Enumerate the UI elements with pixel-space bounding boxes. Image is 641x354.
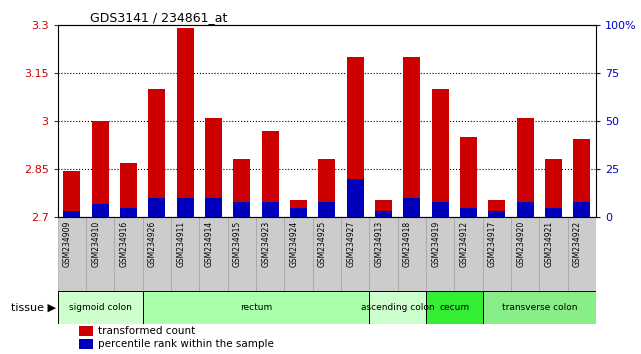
Text: GSM234912: GSM234912 <box>460 221 469 267</box>
Bar <box>319 202 335 217</box>
Text: GSM234911: GSM234911 <box>176 221 185 267</box>
Bar <box>205 198 222 217</box>
Text: GSM234917: GSM234917 <box>488 221 497 267</box>
Bar <box>540 217 568 291</box>
Bar <box>319 160 335 217</box>
Bar <box>545 207 562 217</box>
Text: GSM234922: GSM234922 <box>573 221 582 267</box>
Text: GSM234910: GSM234910 <box>91 221 100 267</box>
Text: rectum: rectum <box>240 303 272 312</box>
Bar <box>233 202 251 217</box>
Bar <box>86 217 114 291</box>
Bar <box>375 211 392 217</box>
Bar <box>454 217 483 291</box>
Bar <box>205 118 222 217</box>
Text: ascending colon: ascending colon <box>361 303 435 312</box>
Text: cecum: cecum <box>439 303 469 312</box>
Bar <box>403 198 420 217</box>
Bar <box>313 217 341 291</box>
Bar <box>488 200 506 217</box>
Bar <box>148 89 165 217</box>
Bar <box>58 291 143 324</box>
Bar <box>285 217 313 291</box>
Text: sigmoid colon: sigmoid colon <box>69 303 131 312</box>
Bar <box>460 207 477 217</box>
Bar <box>517 118 534 217</box>
Bar <box>574 139 590 217</box>
Bar <box>79 339 93 349</box>
Bar <box>58 217 86 291</box>
Text: GSM234916: GSM234916 <box>119 221 129 267</box>
Bar <box>568 217 596 291</box>
Text: percentile rank within the sample: percentile rank within the sample <box>98 339 274 349</box>
Bar <box>79 326 93 336</box>
Bar <box>574 202 590 217</box>
Bar <box>120 163 137 217</box>
Text: GDS3141 / 234861_at: GDS3141 / 234861_at <box>90 11 228 24</box>
Text: GSM234923: GSM234923 <box>262 221 271 267</box>
Text: transverse colon: transverse colon <box>502 303 577 312</box>
Bar <box>460 137 477 217</box>
Text: GSM234914: GSM234914 <box>204 221 213 267</box>
Bar <box>426 291 483 324</box>
Bar <box>403 57 420 217</box>
Bar <box>177 28 194 217</box>
Bar <box>369 217 398 291</box>
Text: GSM234920: GSM234920 <box>516 221 525 267</box>
Bar <box>483 217 511 291</box>
Bar <box>341 217 369 291</box>
Text: GSM234915: GSM234915 <box>233 221 242 267</box>
Bar <box>290 200 307 217</box>
Bar <box>511 217 540 291</box>
Bar <box>63 171 80 217</box>
Bar <box>171 217 199 291</box>
Bar <box>92 121 109 217</box>
Bar <box>488 211 506 217</box>
Bar <box>398 217 426 291</box>
Bar <box>369 291 426 324</box>
Text: GSM234921: GSM234921 <box>545 221 554 267</box>
Bar <box>262 202 279 217</box>
Text: tissue ▶: tissue ▶ <box>12 303 56 313</box>
Bar <box>120 207 137 217</box>
Bar <box>432 202 449 217</box>
Bar <box>347 57 363 217</box>
Bar <box>256 217 285 291</box>
Bar <box>228 217 256 291</box>
Text: GSM234918: GSM234918 <box>403 221 412 267</box>
Bar <box>375 200 392 217</box>
Text: GSM234926: GSM234926 <box>148 221 157 267</box>
Bar <box>92 204 109 217</box>
Bar <box>143 291 369 324</box>
Bar <box>177 198 194 217</box>
Bar <box>148 198 165 217</box>
Bar <box>426 217 454 291</box>
Text: GSM234927: GSM234927 <box>346 221 355 267</box>
Bar <box>199 217 228 291</box>
Text: GSM234925: GSM234925 <box>318 221 327 267</box>
Bar <box>483 291 596 324</box>
Bar <box>290 207 307 217</box>
Bar <box>143 217 171 291</box>
Bar <box>517 202 534 217</box>
Text: GSM234913: GSM234913 <box>374 221 383 267</box>
Text: GSM234909: GSM234909 <box>63 221 72 267</box>
Text: transformed count: transformed count <box>98 326 196 336</box>
Bar <box>347 179 363 217</box>
Bar <box>432 89 449 217</box>
Bar <box>545 160 562 217</box>
Text: GSM234919: GSM234919 <box>431 221 440 267</box>
Bar <box>262 131 279 217</box>
Bar <box>114 217 143 291</box>
Text: GSM234924: GSM234924 <box>290 221 299 267</box>
Bar <box>233 160 251 217</box>
Bar <box>63 211 80 217</box>
